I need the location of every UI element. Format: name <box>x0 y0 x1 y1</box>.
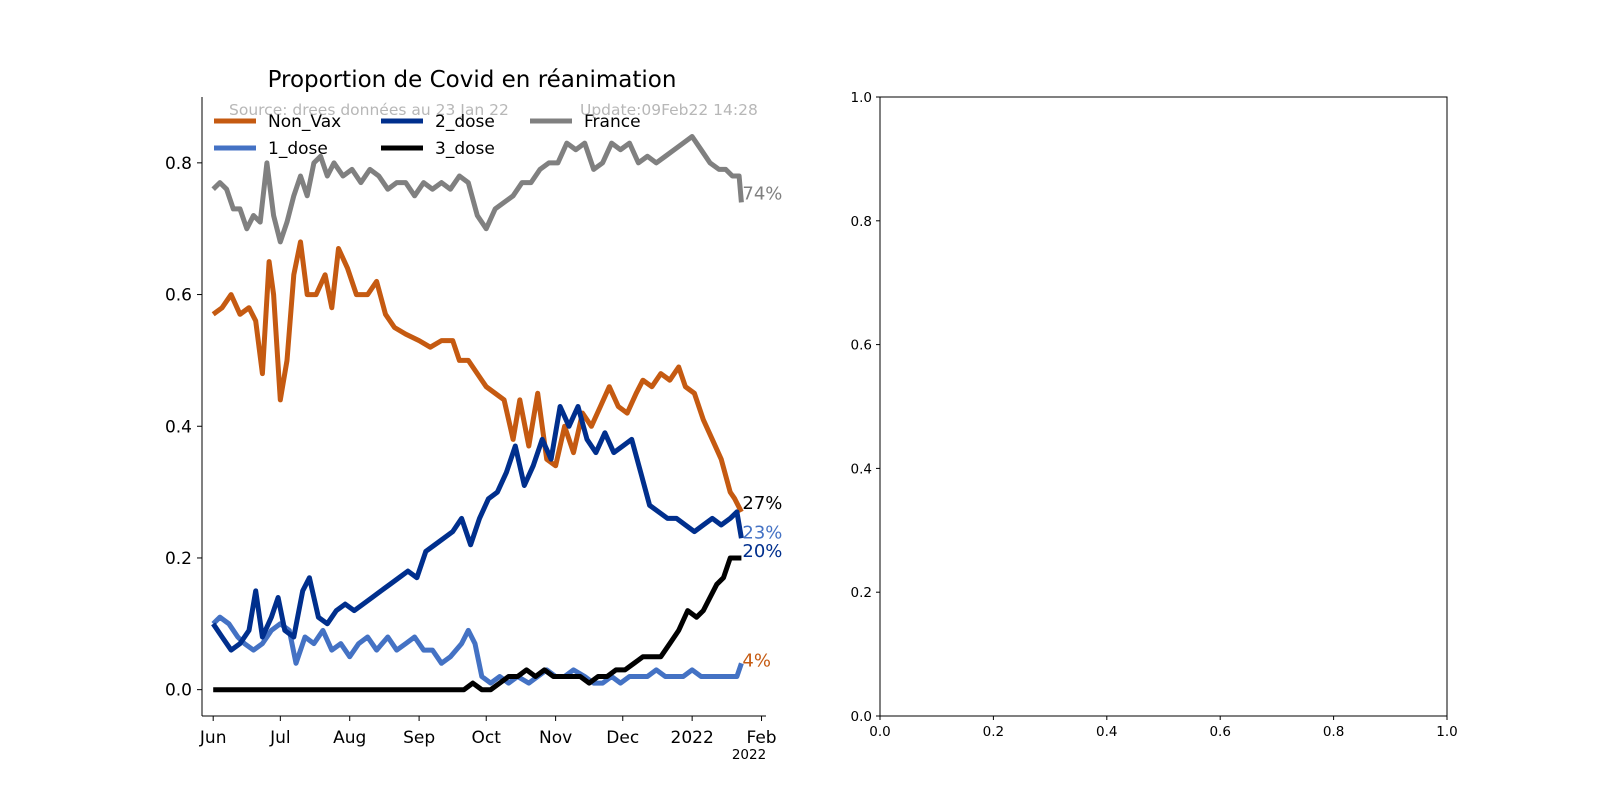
left-x-tick-label: Jun <box>199 728 227 748</box>
left-x-tick-label: Nov <box>539 728 572 748</box>
right-y-tick-label: 0.2 <box>851 585 872 601</box>
chart-title: Proportion de Covid en réanimation <box>268 67 677 93</box>
end-label: 23% <box>742 523 782 544</box>
legend-label: France <box>584 112 641 132</box>
left-x-tick-label: Aug <box>333 728 366 748</box>
right-x-tick-label: 0.0 <box>869 724 890 740</box>
left-chart: Proportion de Covid en réanimation Sourc… <box>165 67 782 763</box>
series-line-non-vax <box>211 239 744 514</box>
legend: Non_Vax 1_dose 2_dose 3_dose France <box>214 112 641 159</box>
right-x-tick-label: 0.8 <box>1323 724 1344 740</box>
x-offset-label: 2022 <box>732 747 766 763</box>
left-x-tick-label: Jul <box>269 728 291 748</box>
series-line-3-dose <box>213 555 742 693</box>
end-label: 74% <box>742 183 782 204</box>
left-x-tick-label: 2022 <box>671 728 714 748</box>
end-label: 20% <box>742 541 782 562</box>
left-y-tick-label: 0.4 <box>165 417 192 437</box>
left-y-tick-label: 0.0 <box>165 681 192 701</box>
right-axes-frame <box>879 96 1448 717</box>
right-y-tick-label: 1.0 <box>851 90 872 106</box>
left-y-tick-label: 0.6 <box>165 286 192 306</box>
right-x-ticks: 0.0 0.2 0.4 0.6 0.8 1.0 <box>869 716 1458 740</box>
legend-label: 2_dose <box>435 112 495 132</box>
left-x-tick-label: Dec <box>606 728 639 748</box>
right-x-tick-label: 1.0 <box>1436 724 1457 740</box>
legend-label: 1_dose <box>268 139 328 159</box>
legend-label: Non_Vax <box>268 112 341 132</box>
end-label: 4% <box>742 650 771 671</box>
right-chart: 0.0 0.2 0.4 0.6 0.8 1.0 0.0 0.2 0.4 0.6 0.8 1.0 <box>851 90 1458 740</box>
source-note: Source: drees données au 23 Jan 22 <box>229 101 509 119</box>
update-note: Update:09Feb22 14:28 <box>580 101 758 119</box>
left-x-tick-label: Feb <box>746 728 776 748</box>
left-y-tick-label: 0.8 <box>165 154 192 174</box>
left-axes <box>201 97 766 717</box>
series-line-1-dose <box>211 614 744 686</box>
left-series-group <box>211 134 744 693</box>
end-label: 27% <box>742 493 782 514</box>
right-x-tick-label: 0.6 <box>1209 724 1230 740</box>
right-y-tick-label: 0.0 <box>851 709 872 725</box>
right-x-tick-label: 0.2 <box>983 724 1004 740</box>
left-y-ticks: 0.0 0.2 0.4 0.6 0.8 <box>165 154 202 701</box>
right-y-tick-label: 0.4 <box>851 461 872 477</box>
left-y-tick-label: 0.2 <box>165 549 192 569</box>
series-line-france <box>211 134 744 245</box>
right-y-tick-label: 0.8 <box>851 214 872 230</box>
right-x-tick-label: 0.4 <box>1096 724 1117 740</box>
left-x-tick-label: Oct <box>472 728 502 748</box>
end-labels: 74% 27% 23%20% 4% <box>742 183 782 671</box>
series-line-2-dose <box>211 404 744 653</box>
legend-label: 3_dose <box>435 139 495 159</box>
right-y-ticks: 0.0 0.2 0.4 0.6 0.8 1.0 <box>851 90 880 725</box>
right-y-tick-label: 0.6 <box>851 338 872 354</box>
left-x-ticks: Jun Jul Aug Sep Oct Nov Dec 2022 Feb <box>199 716 777 748</box>
left-x-tick-label: Sep <box>403 728 435 748</box>
